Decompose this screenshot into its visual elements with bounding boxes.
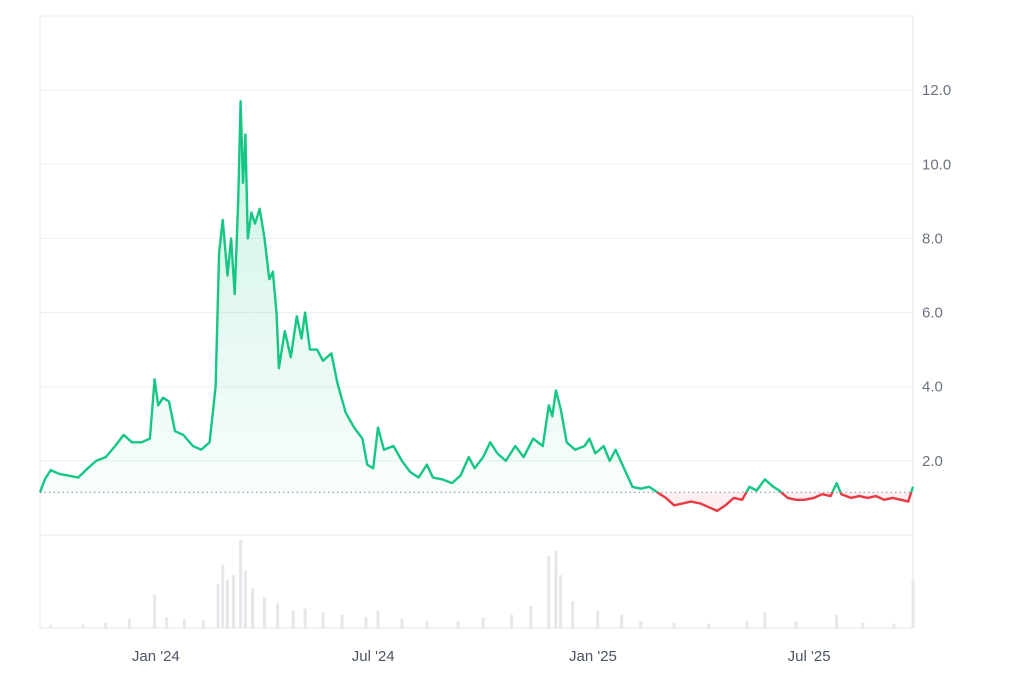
volume-bar xyxy=(165,617,169,628)
volume-bar xyxy=(672,622,676,628)
volume-bar xyxy=(596,610,600,628)
y-axis-ticks: 2.0 4.0 6.0 8.0 10.0 12.0 xyxy=(922,82,951,470)
volume-bar xyxy=(456,621,460,628)
price-line-above-baseline xyxy=(38,100,915,493)
x-tick-label: Jul '24 xyxy=(352,648,395,665)
volume-bar xyxy=(221,564,225,628)
volume-bar xyxy=(340,614,344,628)
volume-bar xyxy=(243,570,247,628)
x-axis-ticks: Jan '24 Jul '24 Jan '25 Jul '25 xyxy=(132,648,831,665)
volume-bar xyxy=(481,617,485,628)
volume-bar xyxy=(571,601,575,628)
volume-bar xyxy=(707,623,711,628)
y-tick-label: 4.0 xyxy=(922,379,943,396)
volume-bar xyxy=(276,603,280,628)
volume-bar xyxy=(911,579,915,628)
volume-bar xyxy=(376,610,380,628)
volume-bar xyxy=(216,584,220,628)
price-area xyxy=(38,100,915,513)
area-fill-above-baseline xyxy=(40,101,913,493)
volume-bar xyxy=(639,620,643,628)
volume-bar xyxy=(128,619,132,628)
volume-bar xyxy=(231,575,235,628)
volume-bar xyxy=(239,540,243,628)
x-tick-label: Jan '25 xyxy=(569,648,617,665)
volume-bar xyxy=(49,625,53,628)
y-tick-label: 2.0 xyxy=(922,453,943,470)
y-tick-label: 6.0 xyxy=(922,305,943,322)
volume-bar xyxy=(291,610,295,628)
volume-bar xyxy=(263,597,267,628)
volume-bar xyxy=(559,575,563,628)
volume-bar xyxy=(251,588,255,628)
y-tick-label: 8.0 xyxy=(922,230,943,247)
area-fill-below-baseline xyxy=(40,492,913,511)
volume-bars xyxy=(49,540,915,628)
volume-bar xyxy=(554,550,558,628)
volume-bar xyxy=(303,608,307,628)
plot-frame xyxy=(39,15,914,629)
x-tick-label: Jan '24 xyxy=(132,648,180,665)
volume-bar xyxy=(892,623,896,628)
volume-bar xyxy=(321,612,325,628)
volume-bar xyxy=(400,619,404,628)
y-tick-label: 10.0 xyxy=(922,156,951,173)
volume-bar xyxy=(81,624,85,628)
volume-bar xyxy=(510,614,514,628)
volume-bar xyxy=(794,621,798,628)
volume-bar xyxy=(763,612,767,628)
volume-bar xyxy=(547,555,551,628)
volume-bar xyxy=(183,619,187,628)
volume-bar xyxy=(202,620,206,628)
volume-bar xyxy=(425,620,429,628)
volume-bar xyxy=(620,614,624,628)
volume-bar xyxy=(104,622,108,628)
volume-bar xyxy=(745,620,749,628)
volume-bar xyxy=(835,614,839,628)
volume-bar xyxy=(153,594,157,628)
x-tick-label: Jul '25 xyxy=(788,648,831,665)
y-tick-label: 12.0 xyxy=(922,82,951,99)
volume-bar xyxy=(861,622,865,628)
volume-bar xyxy=(529,606,533,628)
volume-bar xyxy=(364,617,368,628)
volume-bar xyxy=(225,579,229,628)
